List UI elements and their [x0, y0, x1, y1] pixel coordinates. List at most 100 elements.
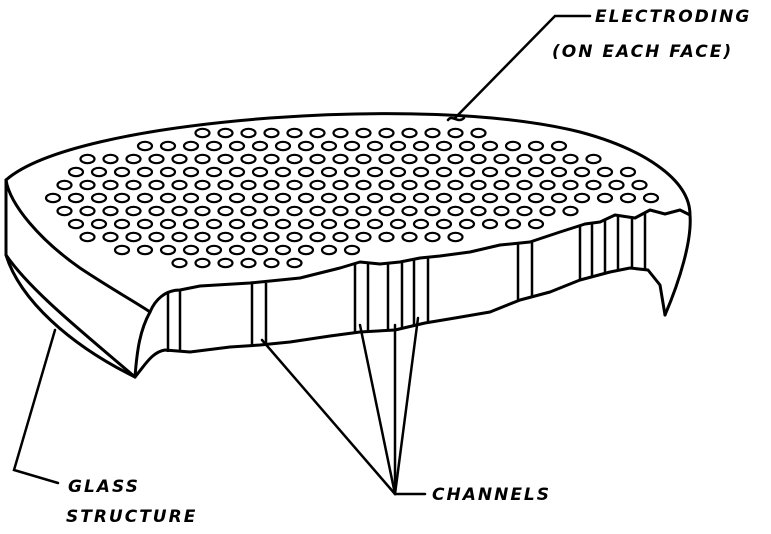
channel-hole — [332, 205, 349, 217]
channel-hole — [309, 179, 326, 191]
channel-hole — [171, 257, 188, 269]
channel-hole — [355, 153, 372, 165]
channel-hole — [458, 192, 476, 204]
channel-hole — [332, 179, 349, 191]
channel-hole — [159, 166, 177, 178]
channel-hole — [182, 218, 200, 230]
channel-hole — [171, 231, 188, 243]
channel-hole — [182, 192, 200, 204]
channel-hole — [619, 166, 637, 178]
channel-hole — [516, 179, 533, 191]
channel-hole — [550, 140, 568, 152]
channel-hole — [412, 218, 430, 230]
channel-hole — [240, 257, 257, 269]
glass-subtitle: STRUCTURE — [66, 507, 197, 527]
channel-hole — [79, 205, 96, 217]
channel-hole — [412, 166, 430, 178]
channel-hole — [458, 218, 476, 230]
channel-hole — [320, 166, 338, 178]
channel-hole — [297, 140, 315, 152]
channel-hole — [470, 153, 487, 165]
channel-hole — [240, 127, 257, 139]
channel-hole — [205, 244, 223, 256]
channel-hole — [263, 257, 280, 269]
channel-hole — [217, 205, 234, 217]
channel-hole — [516, 205, 533, 217]
channel-hole — [435, 166, 453, 178]
channel-hole — [585, 179, 602, 191]
channel-hole — [125, 153, 142, 165]
channel-hole — [148, 179, 165, 191]
channel-hole — [596, 192, 614, 204]
channel-hole — [435, 218, 453, 230]
channel-hole — [102, 231, 119, 243]
electroding-label: ELECTRODING — [595, 7, 751, 27]
channel-hole — [205, 192, 223, 204]
channel-hole — [159, 140, 177, 152]
channel-grooves — [166, 212, 647, 352]
channel-hole — [424, 231, 441, 243]
channel-hole — [251, 218, 269, 230]
channel-hole — [125, 179, 142, 191]
cut-edge-top — [148, 208, 692, 314]
channel-hole — [539, 153, 556, 165]
channel-hole — [286, 257, 303, 269]
channels-leader-1 — [260, 338, 397, 496]
channel-hole — [424, 205, 441, 217]
channel-hole — [366, 218, 384, 230]
channel-hole — [447, 127, 464, 139]
channel-hole — [194, 153, 211, 165]
channel-hole — [136, 218, 154, 230]
channels-leader-4 — [393, 316, 420, 496]
channel-hole — [125, 231, 142, 243]
channel-hole — [136, 166, 154, 178]
channel-hole — [297, 192, 315, 204]
channel-hole — [343, 166, 361, 178]
right-wall — [663, 213, 692, 317]
channel-hole — [286, 153, 303, 165]
channel-hole — [458, 140, 476, 152]
channel-hole — [159, 218, 177, 230]
channels-leader-2 — [358, 323, 397, 496]
cut-left-wall — [133, 310, 152, 379]
channel-hole — [447, 205, 464, 217]
channel-hole — [412, 140, 430, 152]
disk-body — [4, 112, 692, 379]
channel-hole — [79, 153, 96, 165]
channel-hole — [309, 231, 326, 243]
channel-hole — [516, 153, 533, 165]
channel-hole — [263, 179, 280, 191]
channel-hole — [504, 192, 522, 204]
channel-hole — [113, 218, 131, 230]
channel-hole — [343, 192, 361, 204]
channel-hole — [194, 205, 211, 217]
channel-hole — [286, 205, 303, 217]
channel-hole — [228, 140, 246, 152]
channel-hole — [481, 166, 499, 178]
channel-hole — [332, 153, 349, 165]
channel-hole — [320, 218, 338, 230]
channel-hole — [136, 244, 154, 256]
channel-hole — [228, 166, 246, 178]
channel-hole — [44, 192, 62, 204]
channel-hole — [608, 179, 625, 191]
channel-hole — [194, 231, 211, 243]
channel-hole — [274, 244, 292, 256]
channel-hole — [470, 179, 487, 191]
channel-hole — [332, 231, 349, 243]
channel-hole — [343, 218, 361, 230]
side-wall-bottom — [4, 253, 137, 379]
channel-hole — [240, 179, 257, 191]
channel-hole — [355, 231, 372, 243]
top-face-rim — [4, 178, 152, 314]
channel-hole — [332, 127, 349, 139]
channel-hole — [355, 179, 372, 191]
channel-hole — [389, 192, 407, 204]
channel-hole — [504, 218, 522, 230]
channel-hole — [366, 166, 384, 178]
channel-hole — [481, 140, 499, 152]
channel-hole — [562, 153, 579, 165]
channel-hole — [320, 244, 338, 256]
channel-hole — [240, 231, 257, 243]
channel-hole — [240, 153, 257, 165]
